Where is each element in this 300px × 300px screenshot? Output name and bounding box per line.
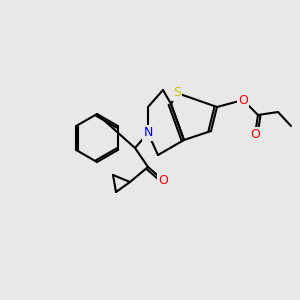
Text: N: N (143, 127, 153, 140)
Text: S: S (173, 86, 181, 100)
Text: O: O (158, 173, 168, 187)
Text: O: O (238, 94, 248, 106)
Text: O: O (250, 128, 260, 142)
